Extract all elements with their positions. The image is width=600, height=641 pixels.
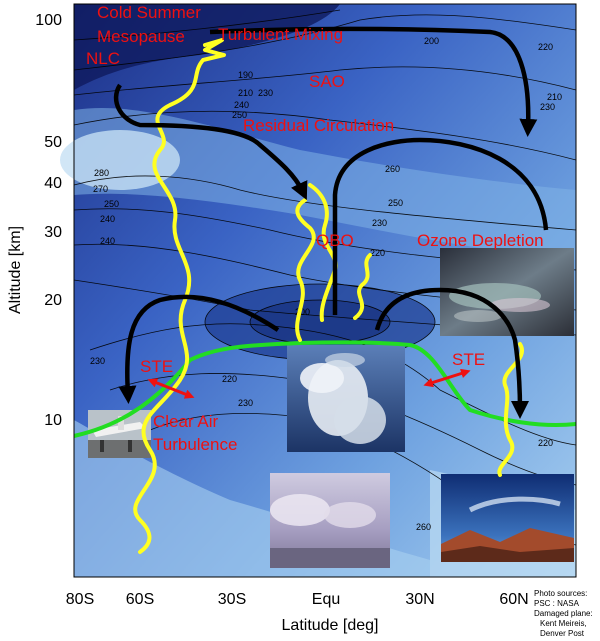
credit-line: Photo sources: bbox=[534, 589, 587, 598]
stratopause-warm-core bbox=[60, 130, 180, 190]
tropical-cold-core-inner bbox=[250, 300, 390, 344]
contour-label: 220 bbox=[538, 42, 553, 52]
contour-label: 190 bbox=[238, 70, 253, 80]
y-tick-100: 100 bbox=[35, 12, 62, 29]
ste-exchange-arrows bbox=[147, 368, 471, 399]
contour-label: 280 bbox=[94, 168, 109, 178]
plot-frame bbox=[73, 3, 577, 578]
contour-label: 220 bbox=[222, 374, 237, 384]
x-axis: 80S 60S 30S Equ 30N 60N Latitude [deg] bbox=[66, 591, 529, 634]
label-ste-right: STE bbox=[452, 350, 485, 369]
label-residual-circulation: Residual Circulation bbox=[243, 116, 394, 135]
credit-line: Kent Meireis, bbox=[540, 619, 587, 628]
contour-label: 270 bbox=[93, 184, 108, 194]
x-tick-80s: 80S bbox=[66, 591, 94, 608]
x-tick-30n: 30N bbox=[405, 591, 434, 608]
left-downwelling-arrow bbox=[118, 294, 280, 404]
contour-label: 230 bbox=[372, 218, 387, 228]
credit-line: Damaged plane: bbox=[534, 609, 593, 618]
label-ozone-depletion: Ozone Depletion bbox=[417, 231, 544, 250]
contour-label: 200 bbox=[295, 307, 310, 317]
contour-label: 260 bbox=[385, 164, 400, 174]
residual-circulation-arrow bbox=[332, 137, 549, 315]
contour-label: 220 bbox=[370, 248, 385, 258]
y-tick-20: 20 bbox=[44, 292, 62, 309]
y-axis: 100 50 40 30 20 10 Altitude [km] bbox=[7, 12, 62, 429]
x-axis-label: Latitude [deg] bbox=[282, 617, 379, 634]
contour-label: 240 bbox=[100, 236, 115, 246]
credit-line: PSC : NASA bbox=[534, 599, 580, 608]
y-tick-10: 10 bbox=[44, 412, 62, 429]
contour-label: 250 bbox=[232, 110, 247, 120]
photo-cirrus-sky bbox=[441, 474, 574, 562]
contour-label: 220 bbox=[538, 438, 553, 448]
label-mesopause: Mesopause bbox=[97, 27, 185, 46]
contour-label: 260 bbox=[416, 522, 431, 532]
label-cold-summer: Cold Summer bbox=[97, 3, 201, 22]
contour-label: 210 bbox=[547, 92, 562, 102]
y-tick-30: 30 bbox=[44, 224, 62, 241]
mesosphere-flow-arrow bbox=[113, 83, 308, 201]
contour-label: 200 bbox=[424, 36, 439, 46]
x-tick-60n: 60N bbox=[499, 591, 528, 608]
y-axis-label: Altitude [km] bbox=[7, 226, 24, 314]
credit-line: Denver Post bbox=[540, 629, 585, 638]
label-turbulent-mixing: Turbulent Mixing bbox=[218, 25, 343, 44]
label-turbulence: Turbulence bbox=[153, 435, 237, 454]
contour-label: 230 bbox=[258, 88, 273, 98]
contour-label: 240 bbox=[234, 100, 249, 110]
label-qbo: QBO bbox=[316, 231, 354, 250]
circulation-arrows bbox=[113, 26, 549, 419]
label-ste-left: STE bbox=[140, 357, 173, 376]
label-clear-air: Clear Air bbox=[153, 412, 219, 431]
annotation-labels: Cold Summer Mesopause NLC Turbulent Mixi… bbox=[86, 3, 544, 454]
right-downwelling-arrow bbox=[374, 287, 529, 419]
ste-right-arrow bbox=[423, 368, 471, 388]
contour-label: 230 bbox=[540, 102, 555, 112]
x-tick-equ: Equ bbox=[312, 591, 340, 608]
photo-damaged-plane bbox=[88, 410, 151, 458]
y-tick-50: 50 bbox=[44, 134, 62, 151]
x-tick-60s: 60S bbox=[126, 591, 154, 608]
contour-label: 240 bbox=[100, 214, 115, 224]
y-tick-40: 40 bbox=[44, 175, 62, 192]
x-tick-30s: 30S bbox=[218, 591, 246, 608]
contour-value-labels: 190 200 210 220 230 240 250 260 270 280 … bbox=[90, 36, 562, 532]
label-sao: SAO bbox=[309, 72, 345, 91]
upper-warm-band bbox=[74, 108, 576, 260]
ste-left-arrow bbox=[147, 378, 195, 399]
contour-label: 250 bbox=[104, 199, 119, 209]
upper-right-arrow bbox=[209, 26, 538, 137]
contour-label: 210 bbox=[238, 88, 253, 98]
photo-cumulus-clouds bbox=[270, 473, 390, 568]
label-nlc: NLC bbox=[86, 49, 120, 68]
photo-cumulonimbus bbox=[287, 345, 405, 452]
gravity-wave-squiggles bbox=[133, 38, 524, 554]
contour-label: 230 bbox=[90, 356, 105, 366]
photo-credits: Photo sources: PSC : NASA Damaged plane:… bbox=[534, 589, 593, 638]
contour-label: 250 bbox=[388, 198, 403, 208]
contour-label: 230 bbox=[238, 398, 253, 408]
